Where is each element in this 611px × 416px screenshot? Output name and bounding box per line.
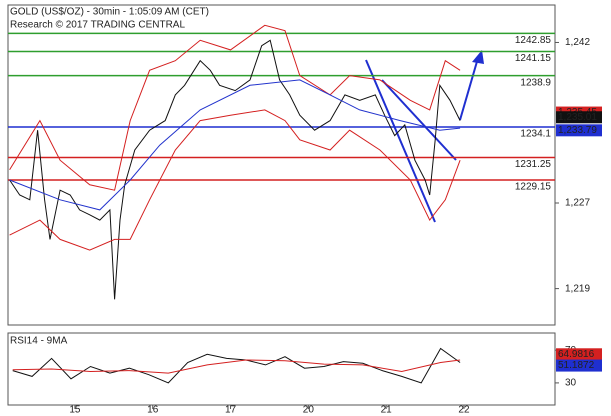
channel-line [365, 59, 436, 223]
x-tick-label: 20 [303, 405, 315, 416]
level-label: 1238.9 [520, 77, 551, 88]
level-label: 1234.1 [520, 129, 551, 140]
rsi-tag [556, 348, 602, 361]
rsi-title: RSI14 - 9MA [10, 336, 68, 347]
level-label: 1242.85 [515, 35, 552, 46]
x-tick-label: 16 [147, 405, 159, 416]
level-label: 1231.25 [515, 159, 552, 170]
y-tick-label: 1,219 [565, 283, 590, 294]
level-label: 1229.15 [515, 182, 552, 193]
series-line [12, 359, 461, 374]
level-label: 1241.15 [515, 53, 552, 64]
channel-line [381, 79, 457, 161]
chart-subtitle: Research © 2017 TRADING CENTRAL [10, 20, 185, 31]
price-tag [556, 124, 602, 137]
y-tick-label: 1,242 [565, 37, 590, 48]
series-line [9, 39, 461, 300]
x-tick-label: 15 [69, 405, 81, 416]
rsi-tag-label: 64.9816 [558, 349, 595, 360]
rsi-tag [556, 359, 602, 372]
series-line [9, 24, 461, 191]
x-tick-label: 22 [458, 405, 470, 416]
x-tick-label: 17 [225, 405, 237, 416]
y-tick-label: 30 [565, 378, 577, 389]
series-line [9, 79, 461, 211]
arrow-head [472, 50, 484, 64]
price-tag [556, 111, 602, 124]
price-tag-label: 1,235.01 [558, 112, 597, 123]
price-tag-label: 1,233.79 [558, 125, 597, 136]
price-panel [7, 4, 556, 326]
x-tick-label: 21 [381, 405, 393, 416]
chart-title: GOLD (US$/OZ) - 30min - 1:05:09 AM (CET) [10, 7, 209, 18]
forecast-arrow [459, 57, 479, 121]
y-tick-label: 1,227 [565, 198, 590, 209]
rsi-tag-label: 51.1872 [558, 360, 595, 371]
series-line [12, 347, 461, 384]
series-line [9, 109, 461, 251]
rsi-panel [7, 332, 556, 406]
